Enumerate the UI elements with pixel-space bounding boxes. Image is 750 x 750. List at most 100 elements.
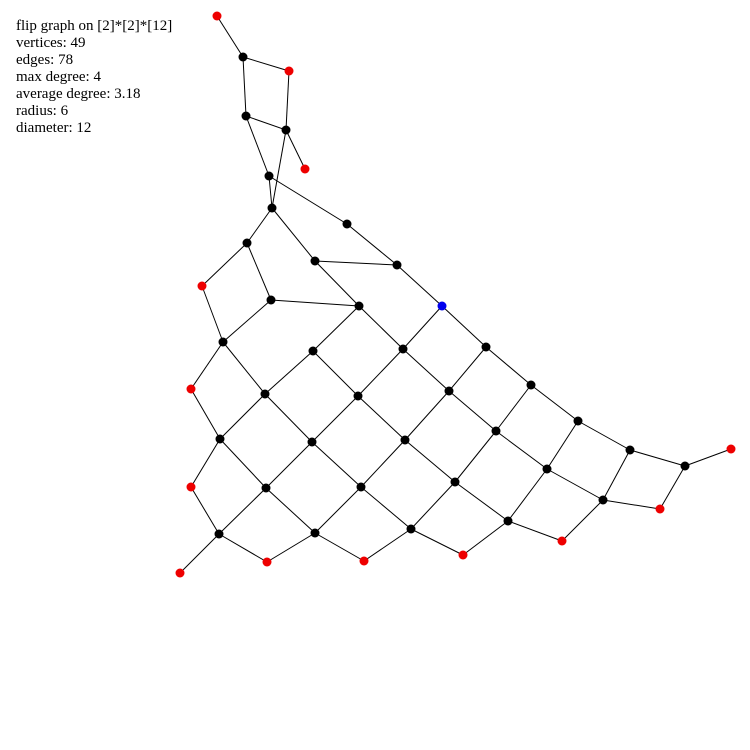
graph-vertex bbox=[238, 52, 248, 62]
graph-edge bbox=[265, 487, 316, 534]
graph-edge bbox=[190, 438, 221, 488]
graph-edge bbox=[242, 56, 290, 72]
graph-vertex-boundary bbox=[186, 384, 196, 394]
graph-edge bbox=[264, 393, 313, 443]
graph-edge bbox=[602, 499, 661, 510]
graph-vertex-boundary bbox=[197, 281, 207, 291]
graph-vertex bbox=[680, 461, 690, 471]
graph-vertex-boundary bbox=[726, 444, 736, 454]
graph-edge bbox=[311, 441, 362, 488]
graph-vertex bbox=[260, 389, 270, 399]
max-degree: max degree: 4 bbox=[16, 69, 101, 85]
graph-edge bbox=[358, 305, 404, 350]
graph-vertex bbox=[218, 337, 228, 347]
graph-edge bbox=[218, 487, 267, 535]
graph-vertex bbox=[342, 219, 352, 229]
graph-vertex-boundary bbox=[557, 536, 567, 546]
graph-edge bbox=[285, 129, 306, 170]
graph-edge bbox=[222, 341, 266, 395]
graph-edge bbox=[285, 70, 290, 131]
graph-vertex bbox=[214, 529, 224, 539]
graph-vertex bbox=[215, 434, 225, 444]
graph-edge bbox=[312, 305, 360, 352]
graph-edge bbox=[659, 465, 686, 510]
graph-edge bbox=[410, 528, 464, 556]
graph-edge bbox=[495, 430, 548, 470]
graph-vertex-boundary bbox=[186, 482, 196, 492]
graph-edge bbox=[402, 305, 443, 350]
graph-vertex bbox=[542, 464, 552, 474]
graph-vertex bbox=[491, 426, 501, 436]
graph-vertex bbox=[261, 483, 271, 493]
graph-edge bbox=[360, 486, 412, 530]
graph-edge bbox=[271, 129, 287, 209]
graph-vertex bbox=[481, 342, 491, 352]
graph-edge bbox=[201, 242, 248, 287]
graph-edge bbox=[270, 299, 360, 307]
graph-edge bbox=[448, 390, 497, 432]
graph-edge bbox=[268, 175, 348, 225]
graph-edge bbox=[179, 533, 220, 574]
graph-vertex bbox=[308, 346, 318, 356]
graph-title: flip graph on [2]*[2]*[12] bbox=[16, 18, 173, 34]
graph-edge bbox=[311, 395, 359, 443]
graph-edge bbox=[314, 532, 365, 562]
graph-edge bbox=[201, 285, 224, 343]
graph-vertex bbox=[400, 435, 410, 445]
graph-edge bbox=[454, 481, 509, 522]
graph-edge bbox=[684, 448, 732, 467]
graph-vertex bbox=[267, 203, 277, 213]
graph-edge bbox=[222, 299, 272, 343]
graph-statistics: flip graph on [2]*[2]*[12] vertices: 49 … bbox=[16, 18, 172, 137]
graph-vertex bbox=[356, 482, 366, 492]
graph-vertex bbox=[450, 477, 460, 487]
graph-edge bbox=[507, 468, 548, 522]
vertex-count: vertices: 49 bbox=[16, 35, 86, 51]
graph-vertex bbox=[444, 386, 454, 396]
graph-vertex bbox=[354, 301, 364, 311]
graph-edge bbox=[190, 388, 221, 440]
graph-edge bbox=[454, 430, 497, 483]
graph-edge bbox=[246, 242, 272, 301]
graph-edge bbox=[629, 449, 686, 467]
vertex-layer bbox=[175, 11, 736, 578]
graph-vertex-boundary bbox=[175, 568, 185, 578]
graph-vertex bbox=[307, 437, 317, 447]
graph-edge bbox=[271, 207, 316, 262]
graph-edge bbox=[242, 56, 247, 117]
graph-vertex bbox=[503, 516, 513, 526]
graph-vertex bbox=[264, 171, 274, 181]
graph-edge bbox=[546, 468, 604, 501]
graph-edge bbox=[404, 439, 456, 483]
graph-edge bbox=[190, 486, 220, 535]
graph-edge bbox=[507, 520, 563, 542]
graph-vertex bbox=[241, 111, 251, 121]
graph-edge bbox=[312, 350, 359, 397]
graph-edge bbox=[360, 439, 406, 488]
graph-vertex bbox=[526, 380, 536, 390]
graph-edge bbox=[546, 420, 579, 470]
graph-edge bbox=[396, 264, 443, 307]
diameter: diameter: 12 bbox=[16, 120, 92, 136]
edge-layer bbox=[179, 15, 732, 574]
average-degree: average degree: 3.18 bbox=[16, 86, 141, 102]
graph-edge bbox=[246, 207, 273, 244]
graph-edge bbox=[245, 115, 287, 131]
graph-edge bbox=[448, 346, 487, 392]
graph-edge bbox=[219, 438, 267, 489]
graph-vertex-center bbox=[437, 301, 447, 311]
graph-vertex-boundary bbox=[655, 504, 665, 514]
graph-edge bbox=[402, 348, 450, 392]
radius: radius: 6 bbox=[16, 103, 69, 119]
graph-edge bbox=[495, 384, 532, 432]
graph-edge bbox=[266, 532, 316, 563]
edge-count: edges: 78 bbox=[16, 52, 74, 68]
graph-edge bbox=[268, 175, 273, 209]
graph-vertex bbox=[310, 256, 320, 266]
graph-vertex-boundary bbox=[262, 557, 272, 567]
graph-vertex bbox=[353, 391, 363, 401]
graph-vertex bbox=[598, 495, 608, 505]
graph-edge bbox=[190, 341, 224, 390]
graph-edge bbox=[530, 384, 579, 422]
graph-edge bbox=[314, 260, 398, 266]
